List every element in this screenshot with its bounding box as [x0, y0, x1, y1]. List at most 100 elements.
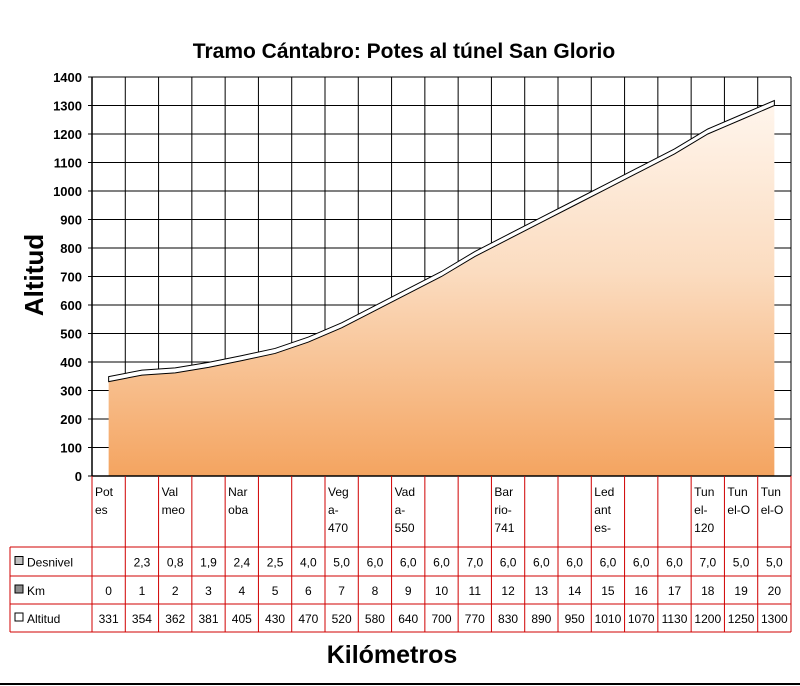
y-tick-label: 300 [60, 384, 82, 399]
row-legend-key [14, 556, 24, 565]
location-label: Nar [228, 485, 247, 499]
y-tick-label: 800 [60, 241, 82, 256]
table-cell: 0,8 [167, 556, 184, 570]
location-label: Led [594, 485, 614, 499]
table-cell: 362 [165, 612, 185, 626]
table-cell: 3 [205, 584, 212, 598]
table-cell: 5,0 [766, 556, 783, 570]
table-cell: 6,0 [600, 556, 617, 570]
table-cell: 1,9 [200, 556, 217, 570]
table-cell: 470 [298, 612, 318, 626]
table-cell: 6,0 [533, 556, 550, 570]
table-cell: 19 [734, 584, 748, 598]
altitude-line-band [108, 99, 775, 383]
table-cell: 4 [238, 584, 245, 598]
row-header: Km [27, 584, 45, 598]
altitude-area [108, 105, 775, 476]
row-legend-key [14, 584, 24, 594]
data-table: Desnivel 2,3 0,8 1,9 2,4 2,5 4,0 5,0 6,0 6,0 6,0 7,… [9, 546, 792, 633]
location-label: Vad [395, 485, 415, 499]
location-label: Tun [727, 485, 747, 499]
location-label: el-O [727, 503, 750, 517]
table-cell: 1300 [761, 612, 788, 626]
location-label: Val [162, 485, 178, 499]
location-label: meo [162, 503, 186, 517]
table-cell: 640 [398, 612, 418, 626]
table-cell: 405 [232, 612, 252, 626]
table-cell: 12 [501, 584, 515, 598]
location-label: Tun [694, 485, 714, 499]
table-cell: 6,0 [500, 556, 517, 570]
location-label: 120 [694, 521, 714, 535]
table-cell: 381 [198, 612, 218, 626]
location-label: Pot [95, 485, 114, 499]
y-tick-label: 500 [60, 327, 82, 342]
table-cell: 17 [668, 584, 682, 598]
location-label: 470 [328, 521, 348, 535]
table-cell: 13 [535, 584, 549, 598]
row-legend-key [14, 612, 24, 622]
y-tick-label: 1200 [53, 127, 82, 142]
table-cell: 1200 [694, 612, 721, 626]
table-cell: 18 [701, 584, 715, 598]
table-cell: 7,0 [699, 556, 716, 570]
location-label: 741 [494, 521, 514, 535]
x-axis-label: Kilómetros [327, 641, 458, 669]
table-cell: 1250 [728, 612, 755, 626]
location-label: a- [328, 503, 339, 517]
table-cell: 700 [431, 612, 451, 626]
location-label: Tun [761, 485, 781, 499]
location-label: el-O [761, 503, 784, 517]
table-cell: 770 [465, 612, 485, 626]
table-cell: 2 [172, 584, 179, 598]
table-cell: 8 [372, 584, 379, 598]
table-cell: 6,0 [633, 556, 650, 570]
location-label: el- [694, 503, 707, 517]
location-labels: Pot es Val meo Nar oba Veg a- 470 Vad a- 550 Bar rio-… [91, 476, 792, 547]
y-tick-label: 100 [60, 441, 82, 456]
table-cell: 354 [132, 612, 152, 626]
table-cell: 2,4 [233, 556, 250, 570]
table-cell: 11 [469, 584, 482, 598]
location-label: a- [395, 503, 406, 517]
table-cell: 950 [565, 612, 585, 626]
table-cell: 2,5 [267, 556, 284, 570]
location-label: ant [594, 503, 611, 517]
y-tick-label: 200 [60, 412, 82, 427]
table-cell: 890 [531, 612, 551, 626]
table-cell: 2,3 [134, 556, 151, 570]
table-cell: 4,0 [300, 556, 317, 570]
table-cell: 331 [99, 612, 119, 626]
y-axis-label: Altitud [19, 234, 49, 316]
table-cell: 7,0 [466, 556, 483, 570]
y-tick-label: 600 [60, 298, 82, 313]
table-cell: 15 [601, 584, 615, 598]
table-cell: 520 [332, 612, 352, 626]
y-tick-label: 700 [60, 270, 82, 285]
table-cell: 430 [265, 612, 285, 626]
table-cell: 6 [305, 584, 312, 598]
table-cell: 9 [405, 584, 412, 598]
row-header: Altitud [27, 612, 60, 626]
table-cell: 10 [435, 584, 449, 598]
y-tick-labels: 0 100 200 300 400 500 600 700 800 900 1000 1100 1200… [53, 70, 82, 484]
table-cell: 0 [105, 584, 112, 598]
chart-title: Tramo Cántabro: Potes al túnel San Glori… [193, 40, 615, 63]
table-cell: 20 [768, 584, 782, 598]
location-label: rio- [494, 503, 511, 517]
table-cell: 5,0 [333, 556, 350, 570]
location-label: es- [594, 521, 611, 535]
y-tick-label: 1300 [53, 99, 82, 114]
row-header: Desnivel [27, 556, 73, 570]
table-cell: 7 [338, 584, 345, 598]
y-tick-label: 400 [60, 355, 82, 370]
table-cell: 1 [139, 584, 146, 598]
table-cell: 5,0 [733, 556, 750, 570]
table-cell: 16 [635, 584, 649, 598]
location-label: Bar [494, 485, 513, 499]
table-cell: 1010 [595, 612, 622, 626]
y-tick-label: 1000 [53, 184, 82, 199]
table-cell: 5 [272, 584, 279, 598]
table-cell: 830 [498, 612, 518, 626]
